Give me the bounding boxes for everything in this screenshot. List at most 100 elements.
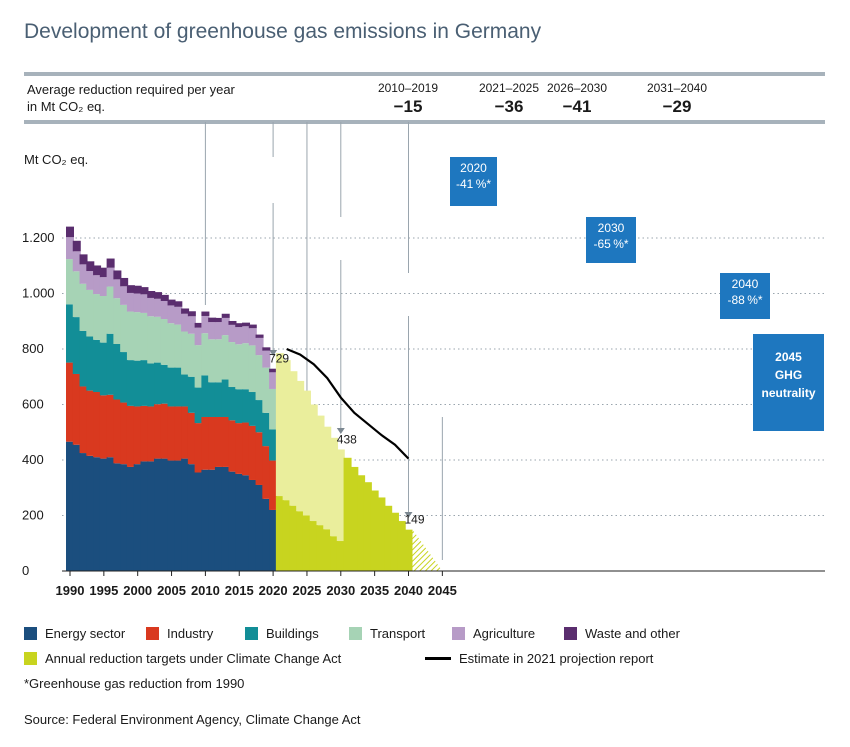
target-bar-light (296, 380, 305, 512)
header-top-rule (24, 72, 825, 76)
bar-agriculture (154, 298, 163, 317)
bar-agriculture (167, 305, 176, 324)
target-bar (330, 536, 339, 571)
bar-industry (154, 404, 163, 459)
bar-waste (242, 322, 251, 327)
bar-energy (66, 441, 74, 571)
bar-energy (194, 472, 203, 571)
bar-energy (248, 479, 257, 571)
bar-waste (140, 287, 149, 295)
bar-waste (106, 258, 115, 268)
bar-buildings (269, 429, 278, 461)
bar-industry (126, 405, 135, 467)
callout-2040-reduction: -88 %* (727, 293, 763, 307)
bar-industry (194, 423, 203, 473)
bar-waste (99, 267, 108, 278)
callout-2020-year: 2020 (460, 161, 487, 175)
legend-industry: Industry (146, 626, 213, 641)
callout-2045-text2: neutrality (761, 386, 816, 400)
bar-energy (86, 455, 95, 571)
y-axis-unit: Mt CO₂ eq. (24, 152, 89, 167)
callout-2040-year: 2040 (731, 277, 759, 291)
target-bar (282, 500, 291, 571)
legend-waste: Waste and other (564, 626, 680, 641)
period-value-2021-2025: −36 (494, 97, 524, 116)
bar-agriculture (269, 372, 278, 389)
arrowhead (269, 350, 278, 356)
x-tick-label: 2035 (360, 583, 389, 598)
bar-transport (221, 335, 230, 380)
y-tick-label: 600 (22, 397, 44, 412)
target-bar-light (309, 404, 318, 522)
bar-energy (201, 469, 210, 571)
bar-waste (126, 285, 135, 293)
bar-industry (147, 406, 156, 462)
x-tick-label: 1990 (56, 583, 85, 598)
bar-agriculture (201, 315, 210, 334)
bar-agriculture (133, 293, 142, 313)
legend-transport: Transport (349, 626, 425, 641)
bar-energy (262, 498, 271, 571)
target-bar (363, 482, 372, 571)
bar-industry (187, 412, 196, 465)
target-bar (289, 505, 298, 571)
bar-energy (174, 460, 183, 571)
bar-industry (66, 362, 74, 442)
arrowhead (404, 512, 413, 518)
legend-industry-label: Industry (167, 626, 214, 641)
y-tick-label: 0 (22, 563, 29, 578)
bar-industry (106, 394, 115, 458)
bar-agriculture (66, 237, 74, 260)
bar-agriculture (93, 275, 102, 295)
bar-waste (228, 320, 237, 325)
legend-energy: Energy sector (24, 626, 125, 641)
target-bar (343, 457, 352, 571)
y-tick-label: 1.000 (22, 286, 55, 301)
bar-waste (86, 261, 95, 272)
source: Source: Federal Environment Agency, Clim… (24, 712, 361, 727)
x-tick-label: 2015 (225, 583, 254, 598)
callout-2020: 2020 -41 %* (450, 157, 497, 206)
target-bar-light (316, 415, 325, 526)
bar-agriculture (72, 251, 81, 272)
y-tick-label: 1.200 (22, 230, 55, 245)
bar-waste (120, 277, 129, 287)
bar-transport (154, 316, 163, 363)
legend-waste-label: Waste and other (585, 626, 680, 641)
bar-waste (214, 317, 223, 323)
bar-waste (147, 291, 156, 298)
bar-transport (201, 333, 210, 376)
bar-buildings (120, 352, 129, 403)
bar-agriculture (106, 267, 115, 287)
x-tick-label: 2030 (326, 583, 355, 598)
bar-transport (133, 312, 142, 361)
bar-agriculture (208, 322, 217, 340)
bar-transport (248, 345, 257, 393)
target-bar-light (323, 426, 332, 530)
bar-buildings (214, 382, 223, 417)
bar-buildings (113, 344, 122, 400)
legend-targets-label: Annual reduction targets under Climate C… (45, 651, 342, 666)
target-bar (377, 497, 386, 571)
bar-transport (242, 343, 251, 390)
bar-energy (154, 458, 163, 571)
period-label-2031-2040: 2031–2040 (646, 81, 708, 95)
bar-agriculture (140, 294, 149, 313)
neutrality-wedge (412, 529, 443, 571)
bar-buildings (79, 330, 88, 387)
bar-agriculture (262, 350, 271, 368)
legend-transport-label: Transport (370, 626, 426, 641)
bar-transport (181, 331, 190, 375)
bar-waste (133, 285, 142, 294)
callout-2045-year: 2045 (775, 350, 802, 364)
bar-energy (93, 457, 102, 571)
bar-energy (221, 466, 230, 571)
bar-agriculture (255, 337, 264, 356)
bar-energy (255, 484, 264, 571)
x-tick-label: 2010 (191, 583, 220, 598)
bar-industry (242, 422, 251, 476)
legend-targets: Annual reduction targets under Climate C… (24, 651, 341, 666)
target-bar (302, 515, 311, 571)
bar-industry (99, 395, 108, 459)
bar-buildings (187, 376, 196, 413)
